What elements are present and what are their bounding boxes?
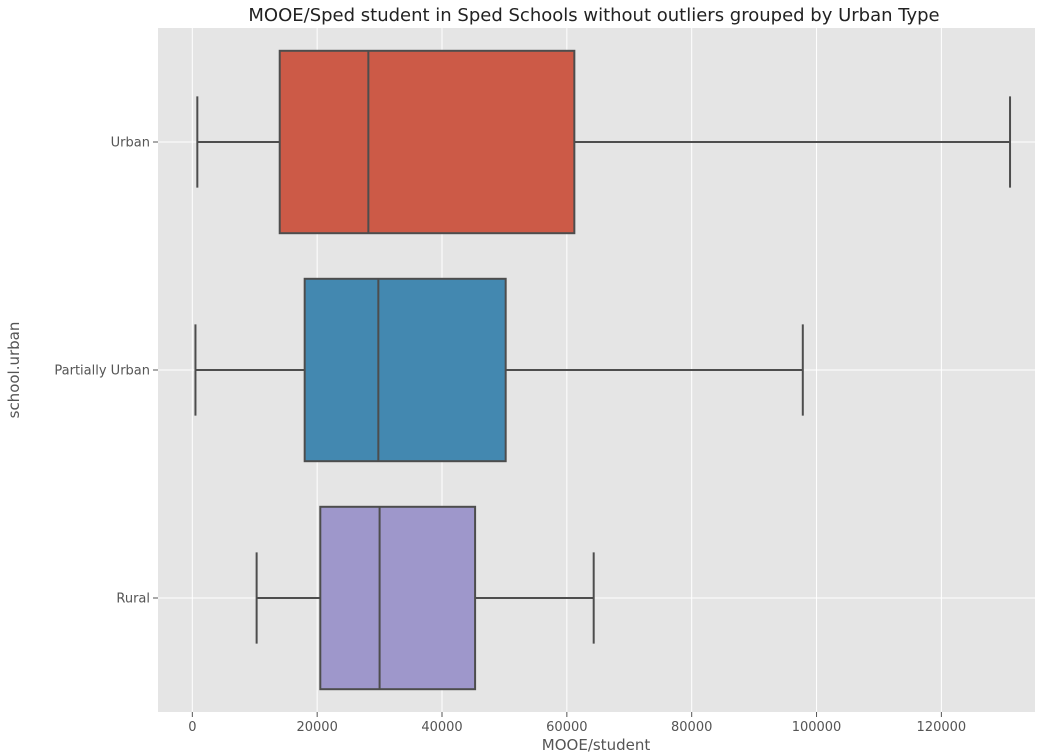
x-tick-label: 0 (188, 720, 196, 735)
box-partially-urban (194, 277, 804, 463)
box-series (194, 49, 1012, 691)
x-tick-label: 60000 (546, 720, 587, 735)
x-axis-title: MOOE/student (542, 736, 651, 754)
y-tick-label: Urban (111, 136, 150, 151)
box-urban (196, 49, 1012, 235)
y-tick-label: Rural (116, 592, 150, 607)
x-tick-label: 40000 (421, 720, 462, 735)
x-tick-label: 80000 (671, 720, 712, 735)
x-tick-label: 100000 (792, 720, 842, 735)
y-tick-label: Partially Urban (54, 364, 150, 379)
iqr-box (278, 49, 576, 235)
iqr-box (303, 277, 507, 463)
axis-ticks: 0 20000 40000 60000 80000 100000 120000 Urban Pa… (54, 136, 966, 736)
chart-title: MOOE/Sped student in Sped Schools withou… (248, 5, 939, 26)
x-tick-label: 120000 (917, 720, 967, 735)
iqr-box (319, 505, 477, 691)
box-rural (255, 505, 595, 691)
x-tick-label: 20000 (296, 720, 337, 735)
y-axis-title: school.urban (5, 322, 23, 419)
